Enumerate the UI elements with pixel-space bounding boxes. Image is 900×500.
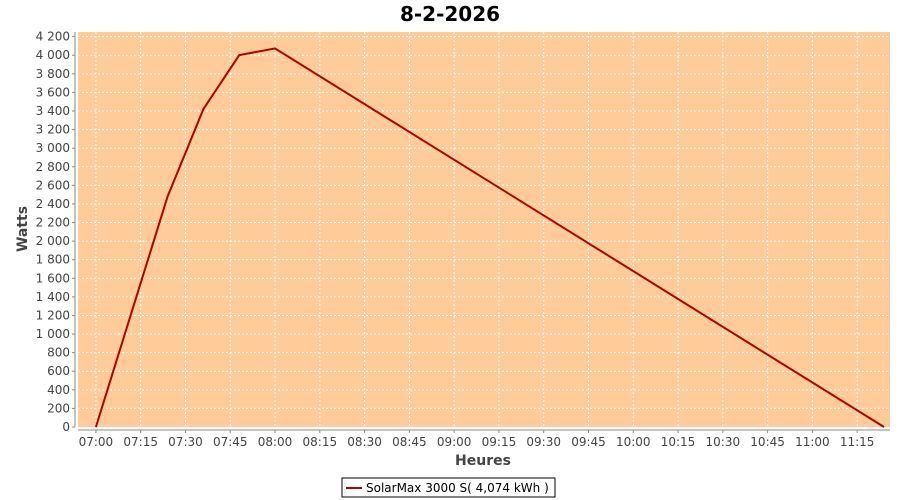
y-tick-label: 3 600 <box>36 85 70 99</box>
y-tick-label: 1 800 <box>36 253 70 267</box>
x-tick-label: 09:45 <box>571 435 606 449</box>
y-tick-label: 2 800 <box>36 160 70 174</box>
x-tick-label: 08:45 <box>392 435 427 449</box>
legend-label: SolarMax 3000 S( 4,074 kWh ) <box>366 481 549 495</box>
x-tick-label: 10:15 <box>661 435 696 449</box>
x-tick-label: 08:30 <box>347 435 382 449</box>
x-tick-label: 11:00 <box>795 435 830 449</box>
legend: SolarMax 3000 S( 4,074 kWh ) <box>341 477 556 498</box>
y-tick-label: 4 200 <box>36 30 70 44</box>
y-tick-label: 600 <box>47 364 70 378</box>
y-tick-label: 2 000 <box>36 234 70 248</box>
y-tick-label: 3 400 <box>36 104 70 118</box>
y-tick-label: 1 600 <box>36 271 70 285</box>
series-lines <box>94 47 885 428</box>
x-tick-label: 07:00 <box>79 435 114 449</box>
legend-box <box>341 477 556 498</box>
x-tick-label: 09:30 <box>526 435 561 449</box>
y-tick-label: 2 600 <box>36 178 70 192</box>
x-tick-label: 10:30 <box>706 435 741 449</box>
series-line <box>94 47 885 428</box>
y-tick-label: 400 <box>47 383 70 397</box>
x-axis-label: Heures <box>455 453 511 469</box>
x-tick-label: 07:30 <box>168 435 203 449</box>
y-tick-label: 2 400 <box>36 197 70 211</box>
x-tick-label: 10:00 <box>616 435 651 449</box>
x-tick-label: 09:15 <box>482 435 517 449</box>
y-tick-label: 1 000 <box>36 327 70 341</box>
y-tick-label: 3 800 <box>36 67 70 81</box>
y-tick-label: 1 400 <box>36 290 70 304</box>
y-tick-label: 2 200 <box>36 216 70 230</box>
y-tick-label: 4 000 <box>36 48 70 62</box>
tick-labels: 0 200 400 600 800 1 000 1 200 1 400 1 600 1 800 2 … <box>36 30 875 449</box>
x-tick-label: 09:00 <box>437 435 472 449</box>
y-tick-label: 1 200 <box>36 308 70 322</box>
x-tick-label: 07:45 <box>213 435 248 449</box>
x-tick-label: 11:15 <box>840 435 875 449</box>
x-tick-label: 07:15 <box>123 435 158 449</box>
y-axis-label: Watts <box>15 206 31 252</box>
plot-area <box>78 32 890 427</box>
y-tick-label: 200 <box>47 401 70 415</box>
x-tick-label: 08:15 <box>303 435 338 449</box>
x-tick-label: 10:45 <box>750 435 785 449</box>
y-tick-label: 3 000 <box>36 141 70 155</box>
chart-title: 8-2-2026 <box>400 2 500 26</box>
axes <box>72 32 890 433</box>
y-tick-label: 800 <box>47 346 70 360</box>
y-tick-label: 0 <box>62 420 70 434</box>
y-tick-label: 3 200 <box>36 123 70 137</box>
x-tick-label: 08:00 <box>258 435 293 449</box>
gridlines <box>78 32 890 427</box>
